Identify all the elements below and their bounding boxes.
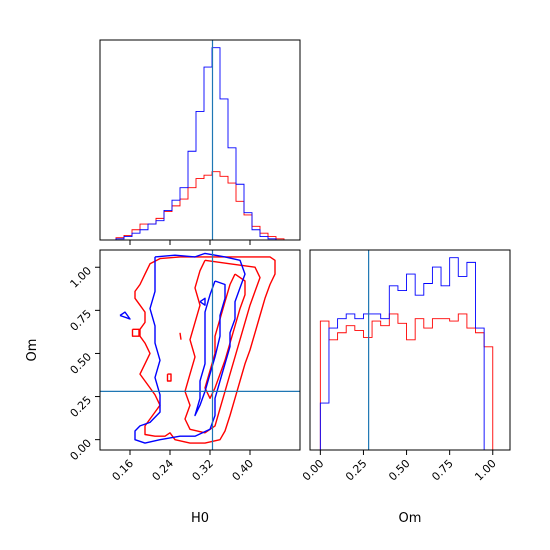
contour-blue-0 <box>134 252 246 444</box>
h0-histogram-panel <box>99 39 301 245</box>
h0-hist-red <box>100 171 300 241</box>
contour-y-tick-label: 0.75 <box>68 307 95 334</box>
contour-blue-3 <box>199 297 206 306</box>
contour-frame <box>99 249 301 451</box>
h0-hist-blue <box>100 47 300 241</box>
y-axis-label-om: Om <box>25 339 40 362</box>
h0-histogram-frame <box>99 39 301 241</box>
contour-x-tick-label: 0.40 <box>230 457 257 484</box>
om-x-tick-label: 1.00 <box>472 457 499 484</box>
om-histogram-panel: 0.00 0.25 0.50 0.75 1.00 Om <box>300 249 511 526</box>
om-x-tick-label: 0.50 <box>386 457 413 484</box>
contour-y-tick-label: 0.25 <box>68 393 95 420</box>
contour-x-tick-label: 0.16 <box>110 457 137 484</box>
contour-y-tick-label: 0.50 <box>68 350 95 377</box>
om-x-tick-label: 0.25 <box>343 457 370 484</box>
contour-red-5 <box>179 332 182 340</box>
contour-blue-2 <box>119 311 131 320</box>
contour-red-0 <box>134 256 276 444</box>
om-histogram-frame <box>309 249 511 451</box>
contour-y-tick-label: 0.00 <box>68 437 95 464</box>
om-hist-red <box>319 313 494 450</box>
contour-blue-1 <box>194 280 226 417</box>
om-x-tick-label: 0.75 <box>429 457 456 484</box>
om-hist-blue <box>319 257 493 451</box>
contour-x-tick-label: 0.32 <box>190 457 217 484</box>
contour-red-1 <box>184 259 261 434</box>
x-axis-label-om: Om <box>399 511 422 526</box>
x-axis-label-h0: H0 <box>191 511 209 526</box>
om-x-tick-label: 0.00 <box>300 457 327 484</box>
h0-om-contour-panel: 0.16 0.24 0.32 0.400.000.250.500.751.00 H0 … <box>25 249 301 526</box>
contour-y-tick-label: 1.00 <box>68 264 95 291</box>
contour-red-4 <box>166 373 172 382</box>
contour-red-3 <box>131 328 140 337</box>
contour-x-tick-label: 0.24 <box>150 457 177 484</box>
